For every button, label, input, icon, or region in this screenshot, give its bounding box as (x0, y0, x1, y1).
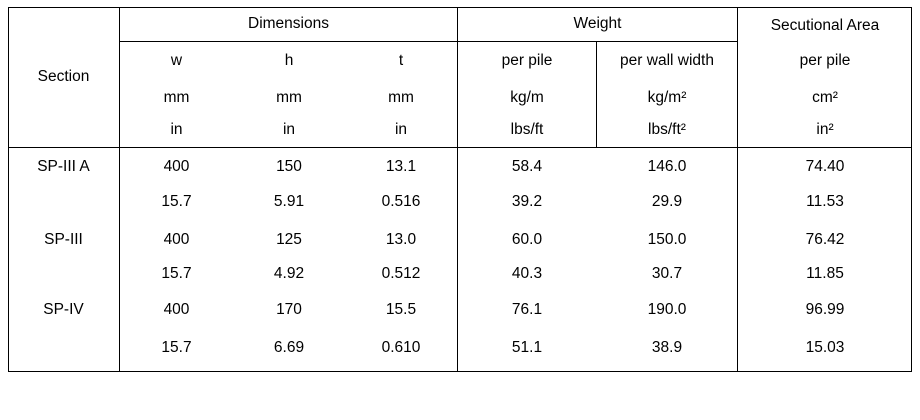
header-col-t: t (398, 52, 404, 69)
unit-metric-area: cm² (812, 89, 838, 106)
cell-per-wall-imperial: 30.7 (651, 265, 683, 282)
cell-w-imperial: 15.7 (161, 193, 192, 210)
cell-t-metric: 13.1 (385, 158, 417, 175)
header-section: Section (37, 68, 90, 85)
cell-w-metric: 400 (163, 231, 190, 248)
header-col-area-per-pile: per pile (799, 52, 851, 69)
cell-per-wall-metric: 146.0 (647, 158, 687, 175)
cell-per-pile-metric: 58.4 (511, 158, 543, 175)
cell-h-imperial: 4.92 (273, 265, 305, 282)
cell-h-imperial: 6.69 (273, 339, 305, 356)
cell-w-metric: 400 (163, 158, 190, 175)
section-name: SP-III A (37, 158, 90, 175)
unit-metric-w: mm (163, 89, 190, 106)
cell-t-imperial: 0.512 (381, 265, 421, 282)
cell-area-metric: 74.40 (805, 158, 845, 175)
cell-area-metric: 96.99 (805, 301, 845, 318)
unit-imperial-h: in (282, 121, 296, 138)
header-col-per-wall-width: per wall width (620, 52, 714, 69)
unit-metric-per-wall: kg/m² (647, 89, 687, 106)
cell-t-metric: 13.0 (385, 231, 417, 248)
cell-h-metric: 125 (276, 231, 302, 248)
section-name: SP-III (44, 231, 83, 248)
unit-imperial-w: in (170, 121, 183, 138)
cell-h-metric: 170 (276, 301, 302, 318)
cell-per-pile-imperial: 39.2 (511, 193, 543, 210)
cell-area-imperial: 11.85 (806, 265, 844, 282)
cell-per-pile-metric: 60.0 (511, 231, 543, 248)
unit-metric-per-pile: kg/m (510, 89, 544, 106)
cell-per-wall-imperial: 38.9 (651, 339, 683, 356)
header-col-h: h (284, 52, 294, 69)
sheet-pile-table: Section Dimensions Weight Secutional Are… (8, 7, 912, 372)
header-col-per-pile: per pile (501, 52, 553, 69)
unit-metric-h: mm (276, 89, 302, 106)
table-grid-lines (8, 7, 912, 372)
section-name: SP-IV (43, 301, 84, 318)
cell-t-imperial: 0.516 (381, 193, 421, 210)
cell-per-wall-metric: 190.0 (647, 301, 687, 318)
cell-h-metric: 150 (276, 158, 302, 175)
cell-h-imperial: 5.91 (273, 193, 305, 210)
cell-area-imperial: 11.53 (806, 193, 844, 210)
unit-metric-t: mm (388, 89, 414, 106)
cell-area-metric: 76.42 (805, 231, 845, 248)
cell-per-pile-imperial: 40.3 (511, 265, 543, 282)
cell-per-wall-imperial: 29.9 (651, 193, 683, 210)
cell-area-imperial: 15.03 (805, 339, 845, 356)
header-weight: Weight (573, 15, 622, 32)
header-col-w: w (170, 52, 183, 69)
header-sectional-area: Secutional Area (770, 17, 880, 34)
table-border (8, 7, 912, 372)
unit-imperial-per-wall: lbs/ft² (648, 121, 686, 138)
cell-per-wall-metric: 150.0 (647, 231, 687, 248)
unit-imperial-per-pile: lbs/ft (510, 121, 544, 138)
cell-t-imperial: 0.610 (381, 339, 421, 356)
header-dimensions: Dimensions (248, 15, 329, 32)
unit-imperial-t: in (394, 121, 408, 138)
cell-w-imperial: 15.7 (161, 339, 192, 356)
unit-imperial-area: in² (816, 121, 834, 138)
cell-w-imperial: 15.7 (161, 265, 192, 282)
cell-per-pile-imperial: 51.1 (511, 339, 543, 356)
cell-per-pile-metric: 76.1 (511, 301, 543, 318)
cell-w-metric: 400 (163, 301, 190, 318)
cell-t-metric: 15.5 (385, 301, 417, 318)
